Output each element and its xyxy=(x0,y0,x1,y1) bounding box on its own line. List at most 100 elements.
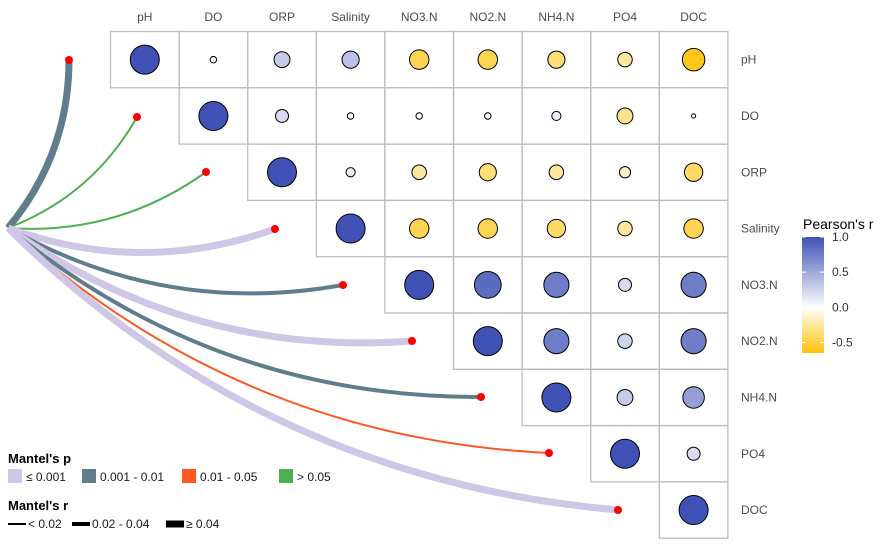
mantel-p-legend: Mantel's p ≤ 0.001 0.001 - 0.01 0.01 - 0.0… xyxy=(8,451,331,484)
correlation-circle xyxy=(610,438,640,469)
correlation-grid xyxy=(109,30,729,539)
correlation-circle xyxy=(681,47,706,72)
correlation-circle xyxy=(346,112,355,120)
mantel-r-swatch xyxy=(166,520,184,528)
link-endpoint xyxy=(271,225,279,233)
mantel-p-swatch xyxy=(82,469,96,483)
correlation-circle xyxy=(411,164,427,180)
correlation-circle xyxy=(686,446,701,461)
correlation-circle xyxy=(404,269,435,300)
column-label: NO3.N xyxy=(401,10,438,24)
correlation-circle xyxy=(341,50,360,69)
mantel-p-label: 0.001 - 0.01 xyxy=(100,470,164,484)
correlation-circle xyxy=(691,113,697,119)
mantel-link-doc xyxy=(5,225,619,514)
column-labels: pH DO ORP Salinity NO3.N NO2.N NH4.N PO4 DOC xyxy=(137,10,707,24)
link-endpoint xyxy=(477,393,485,401)
row-label: PO4 xyxy=(741,447,765,461)
colorbar-gradient xyxy=(802,237,824,353)
mantel-r-label: 0.02 - 0.04 xyxy=(92,517,150,531)
correlation-circle xyxy=(546,218,567,239)
link-endpoint xyxy=(545,449,553,457)
mantel-link-salinity xyxy=(6,224,277,256)
mantel-p-title: Mantel's p xyxy=(8,451,71,466)
correlation-circles xyxy=(129,44,709,526)
correlation-circle xyxy=(680,328,707,355)
correlation-circle xyxy=(267,157,297,188)
mantel-link-orp xyxy=(7,171,207,230)
correlation-circle xyxy=(408,49,430,70)
mantel-p-label: > 0.05 xyxy=(297,470,331,484)
colorbar-tick-label: -0.5 xyxy=(832,335,853,349)
link-endpoint xyxy=(65,56,73,64)
correlation-circle xyxy=(548,164,565,180)
row-label: pH xyxy=(741,53,756,67)
mantel-link-no3n xyxy=(7,226,344,296)
column-label: DO xyxy=(204,10,222,24)
correlation-circle xyxy=(273,51,291,69)
colorbar-tick-label: 0.5 xyxy=(832,265,849,279)
correlation-circle xyxy=(618,277,632,292)
link-endpoint xyxy=(133,113,141,121)
correlation-circle xyxy=(543,328,570,355)
correlation-circle xyxy=(472,326,503,357)
mantel-p-swatch xyxy=(8,469,22,483)
correlation-circle xyxy=(683,162,704,182)
mantel-p-swatch xyxy=(279,469,293,483)
row-label: ORP xyxy=(741,165,767,179)
correlation-circle xyxy=(682,386,705,409)
mantel-p-label: 0.01 - 0.05 xyxy=(200,470,258,484)
row-label: DOC xyxy=(741,503,768,517)
row-labels: pH DO ORP Salinity NO3.N NO2.N NH4.N PO4 DOC xyxy=(741,53,780,517)
row-label: NH4.N xyxy=(741,390,777,404)
row-label: NO2.N xyxy=(741,334,778,348)
row-label: DO xyxy=(741,109,759,123)
mantel-link-no2n xyxy=(5,225,413,347)
correlation-circle xyxy=(408,218,430,239)
correlation-circle xyxy=(335,213,366,244)
mantel-r-title: Mantel's r xyxy=(8,498,68,513)
correlation-circle xyxy=(477,218,499,239)
correlation-circle xyxy=(617,51,633,68)
colorbar-legend: Pearson's r 1.0 0.5 0.0 -0.5 xyxy=(802,216,874,353)
mantel-link-nh4n xyxy=(6,226,482,400)
mantel-link-ph xyxy=(5,59,73,231)
mantel-r-swatch xyxy=(8,523,26,525)
correlation-circle xyxy=(618,166,632,179)
correlation-circle xyxy=(543,271,570,298)
correlation-circle xyxy=(617,333,633,349)
correlation-circle xyxy=(415,112,423,120)
correlation-circle xyxy=(477,49,499,70)
colorbar-tick-label: 0.0 xyxy=(832,300,849,314)
correlation-circle xyxy=(473,270,502,299)
row-label: NO3.N xyxy=(741,278,778,292)
link-endpoint xyxy=(202,168,210,176)
mantel-links xyxy=(5,59,619,514)
correlation-circle xyxy=(616,389,634,406)
colorbar-title: Pearson's r xyxy=(803,216,874,232)
mantel-p-swatch xyxy=(182,469,196,483)
correlation-circle xyxy=(541,382,572,413)
mantel-r-swatch xyxy=(72,522,90,526)
correlation-circle xyxy=(547,50,566,69)
link-endpoint xyxy=(408,337,416,345)
row-label: Salinity xyxy=(741,222,780,236)
column-label: ORP xyxy=(269,10,295,24)
correlation-circle xyxy=(683,218,704,239)
mantel-link-do xyxy=(7,116,138,229)
column-label: NH4.N xyxy=(538,10,574,24)
correlation-circle xyxy=(209,55,218,64)
correlation-circle xyxy=(678,495,709,526)
correlation-circle xyxy=(129,44,160,75)
mantel-r-label: < 0.02 xyxy=(28,517,62,531)
link-endpoint xyxy=(339,281,347,289)
colorbar-tick-label: 1.0 xyxy=(832,230,849,244)
correlation-circle xyxy=(484,112,492,120)
correlation-circle xyxy=(198,100,229,131)
column-label: PO4 xyxy=(613,10,637,24)
mantel-r-label: ≥ 0.04 xyxy=(186,517,220,531)
correlation-circle xyxy=(551,110,562,122)
mantel-r-legend: Mantel's r < 0.02 0.02 - 0.04 ≥ 0.04 xyxy=(8,498,220,531)
mantel-link-po4 xyxy=(7,227,550,454)
